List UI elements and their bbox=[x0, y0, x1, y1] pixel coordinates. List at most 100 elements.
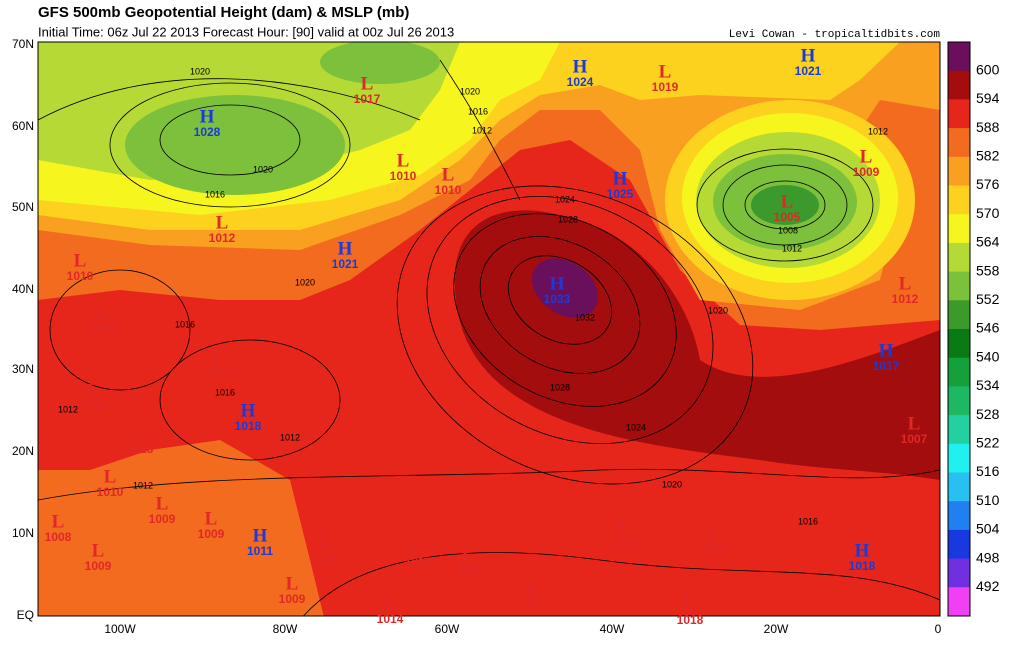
isobar-label: 1020 bbox=[662, 479, 682, 489]
isobar-label: 1016 bbox=[175, 319, 195, 329]
pressure-center-value: 1018 bbox=[849, 559, 876, 573]
pressure-center-value: 1013 bbox=[405, 555, 432, 569]
longitude-label: 20W bbox=[764, 622, 789, 636]
pressure-center-letter: L bbox=[205, 508, 218, 529]
pressure-center-value: 1018 bbox=[702, 540, 729, 554]
pressure-center-letter: L bbox=[97, 303, 110, 324]
isobar-label: 1024 bbox=[555, 194, 575, 204]
pressure-center-letter: H bbox=[253, 525, 268, 546]
pressure-center-letter: L bbox=[709, 521, 722, 542]
pressure-center-value: 1015 bbox=[520, 599, 547, 613]
isobar-label: 1012 bbox=[133, 480, 153, 490]
pressure-center-value: 1012 bbox=[209, 231, 236, 245]
isobar-label: 1012 bbox=[472, 125, 492, 135]
subtitle: Initial Time: 06z Jul 22 2013 Forecast H… bbox=[38, 24, 454, 39]
height-field bbox=[38, 140, 940, 616]
pressure-center-letter: L bbox=[397, 150, 410, 171]
pressure-center-letter: H bbox=[338, 238, 353, 259]
pressure-center-value: 1009 bbox=[853, 165, 880, 179]
isobar-label: 1012 bbox=[782, 243, 802, 253]
isobar bbox=[109, 82, 351, 208]
isobar bbox=[744, 180, 826, 230]
pressure-center-value: 1014 bbox=[455, 562, 482, 576]
colorbar-label: 534 bbox=[976, 377, 1000, 393]
colorbar-label: 492 bbox=[976, 578, 1000, 594]
pressure-center-value: 1008 bbox=[312, 552, 339, 566]
pressure-center-letter: L bbox=[412, 536, 425, 557]
colorbar-label: 504 bbox=[976, 521, 1000, 537]
pressure-center-value: 1033 bbox=[544, 292, 571, 306]
isobar-label: 1016 bbox=[215, 387, 235, 397]
isobar bbox=[439, 59, 521, 201]
pressure-center-letter: L bbox=[156, 493, 169, 514]
colorbar-label: 576 bbox=[976, 176, 1000, 192]
colorbar-segment bbox=[948, 558, 970, 588]
isobar-label: 1020 bbox=[295, 277, 315, 287]
pressure-center-letter: L bbox=[319, 533, 332, 554]
colorbar-segment bbox=[948, 501, 970, 531]
latitude-label: EQ bbox=[17, 608, 34, 622]
pressure-center-value: 1009 bbox=[85, 559, 112, 573]
pressure-center-value: 1011 bbox=[247, 544, 273, 558]
colorbar-segment bbox=[948, 443, 970, 473]
isobar-label: 1032 bbox=[575, 312, 595, 322]
pressure-center-letter: L bbox=[619, 515, 632, 536]
colorbar-label: 564 bbox=[976, 234, 1000, 250]
isobar-label: 1016 bbox=[468, 106, 488, 116]
pressure-center-value: 1010 bbox=[97, 485, 124, 499]
pressure-center-letter: L bbox=[899, 273, 912, 294]
pressure-center-letter: L bbox=[684, 594, 697, 615]
isobar bbox=[696, 148, 874, 262]
colorbar-label: 600 bbox=[976, 61, 1000, 77]
colorbar-segment bbox=[948, 529, 970, 560]
latitude-label: 30N bbox=[12, 362, 34, 376]
pressure-center-letter: H bbox=[241, 400, 256, 421]
isobar-label: 1020 bbox=[253, 164, 273, 174]
isobar bbox=[426, 196, 714, 444]
pressure-center-value: 1012 bbox=[892, 292, 919, 306]
colorbar-label: 498 bbox=[976, 549, 1000, 565]
isobar-label: 1020 bbox=[460, 86, 480, 96]
isobar bbox=[722, 164, 848, 246]
pressure-center-value: 1009 bbox=[198, 527, 225, 541]
colorbar-label: 522 bbox=[976, 435, 1000, 451]
isobar-label: 1016 bbox=[205, 189, 225, 199]
pressure-center-letter: H bbox=[573, 56, 588, 77]
credit: Levi Cowan - tropicaltidbits.com bbox=[729, 29, 941, 41]
pressure-center-letter: H bbox=[613, 168, 628, 189]
colorbar-label: 552 bbox=[976, 291, 1000, 307]
pressure-center-letter: L bbox=[216, 212, 229, 233]
colorbar-label: 558 bbox=[976, 262, 1000, 278]
pressure-center-letter: L bbox=[104, 466, 117, 487]
pressure-center-letter: H bbox=[801, 45, 816, 66]
colorbar-label: 546 bbox=[976, 320, 1000, 336]
isobar bbox=[479, 236, 641, 374]
pressure-center-value: 1006 bbox=[90, 322, 117, 336]
pressure-center-value: 1019 bbox=[652, 80, 679, 94]
colorbar-segment bbox=[948, 70, 970, 100]
latitude-label: 70N bbox=[12, 37, 34, 51]
isobar bbox=[159, 339, 341, 461]
pressure-center-letter: L bbox=[52, 511, 65, 532]
pressure-center-letter: L bbox=[384, 593, 397, 614]
colorbar-segment bbox=[948, 185, 970, 215]
colorbar-label: 570 bbox=[976, 205, 1000, 221]
isobar-label: 1020 bbox=[708, 305, 728, 315]
pressure-center-value: 1024 bbox=[567, 75, 594, 89]
pressure-center-letter: H bbox=[200, 106, 215, 127]
pressure-center-value: 1028 bbox=[194, 125, 221, 139]
height-field bbox=[751, 185, 819, 225]
pressure-center-letter: L bbox=[908, 413, 921, 434]
pressure-center-value: 1017 bbox=[354, 92, 381, 106]
latitude-label: 60N bbox=[12, 119, 34, 133]
latitude-label: 10N bbox=[12, 526, 34, 540]
isobar-label: 1028 bbox=[550, 382, 570, 392]
pressure-center-value: 1018 bbox=[677, 613, 704, 627]
longitude-label: 0 bbox=[935, 622, 942, 636]
colorbar-label: 510 bbox=[976, 492, 1000, 508]
colorbar-segment bbox=[948, 329, 970, 359]
colorbar-segment bbox=[948, 99, 970, 129]
pressure-center-value: 1010 bbox=[435, 183, 462, 197]
pressure-center-value: 1021 bbox=[332, 257, 359, 271]
isobar bbox=[49, 269, 191, 391]
